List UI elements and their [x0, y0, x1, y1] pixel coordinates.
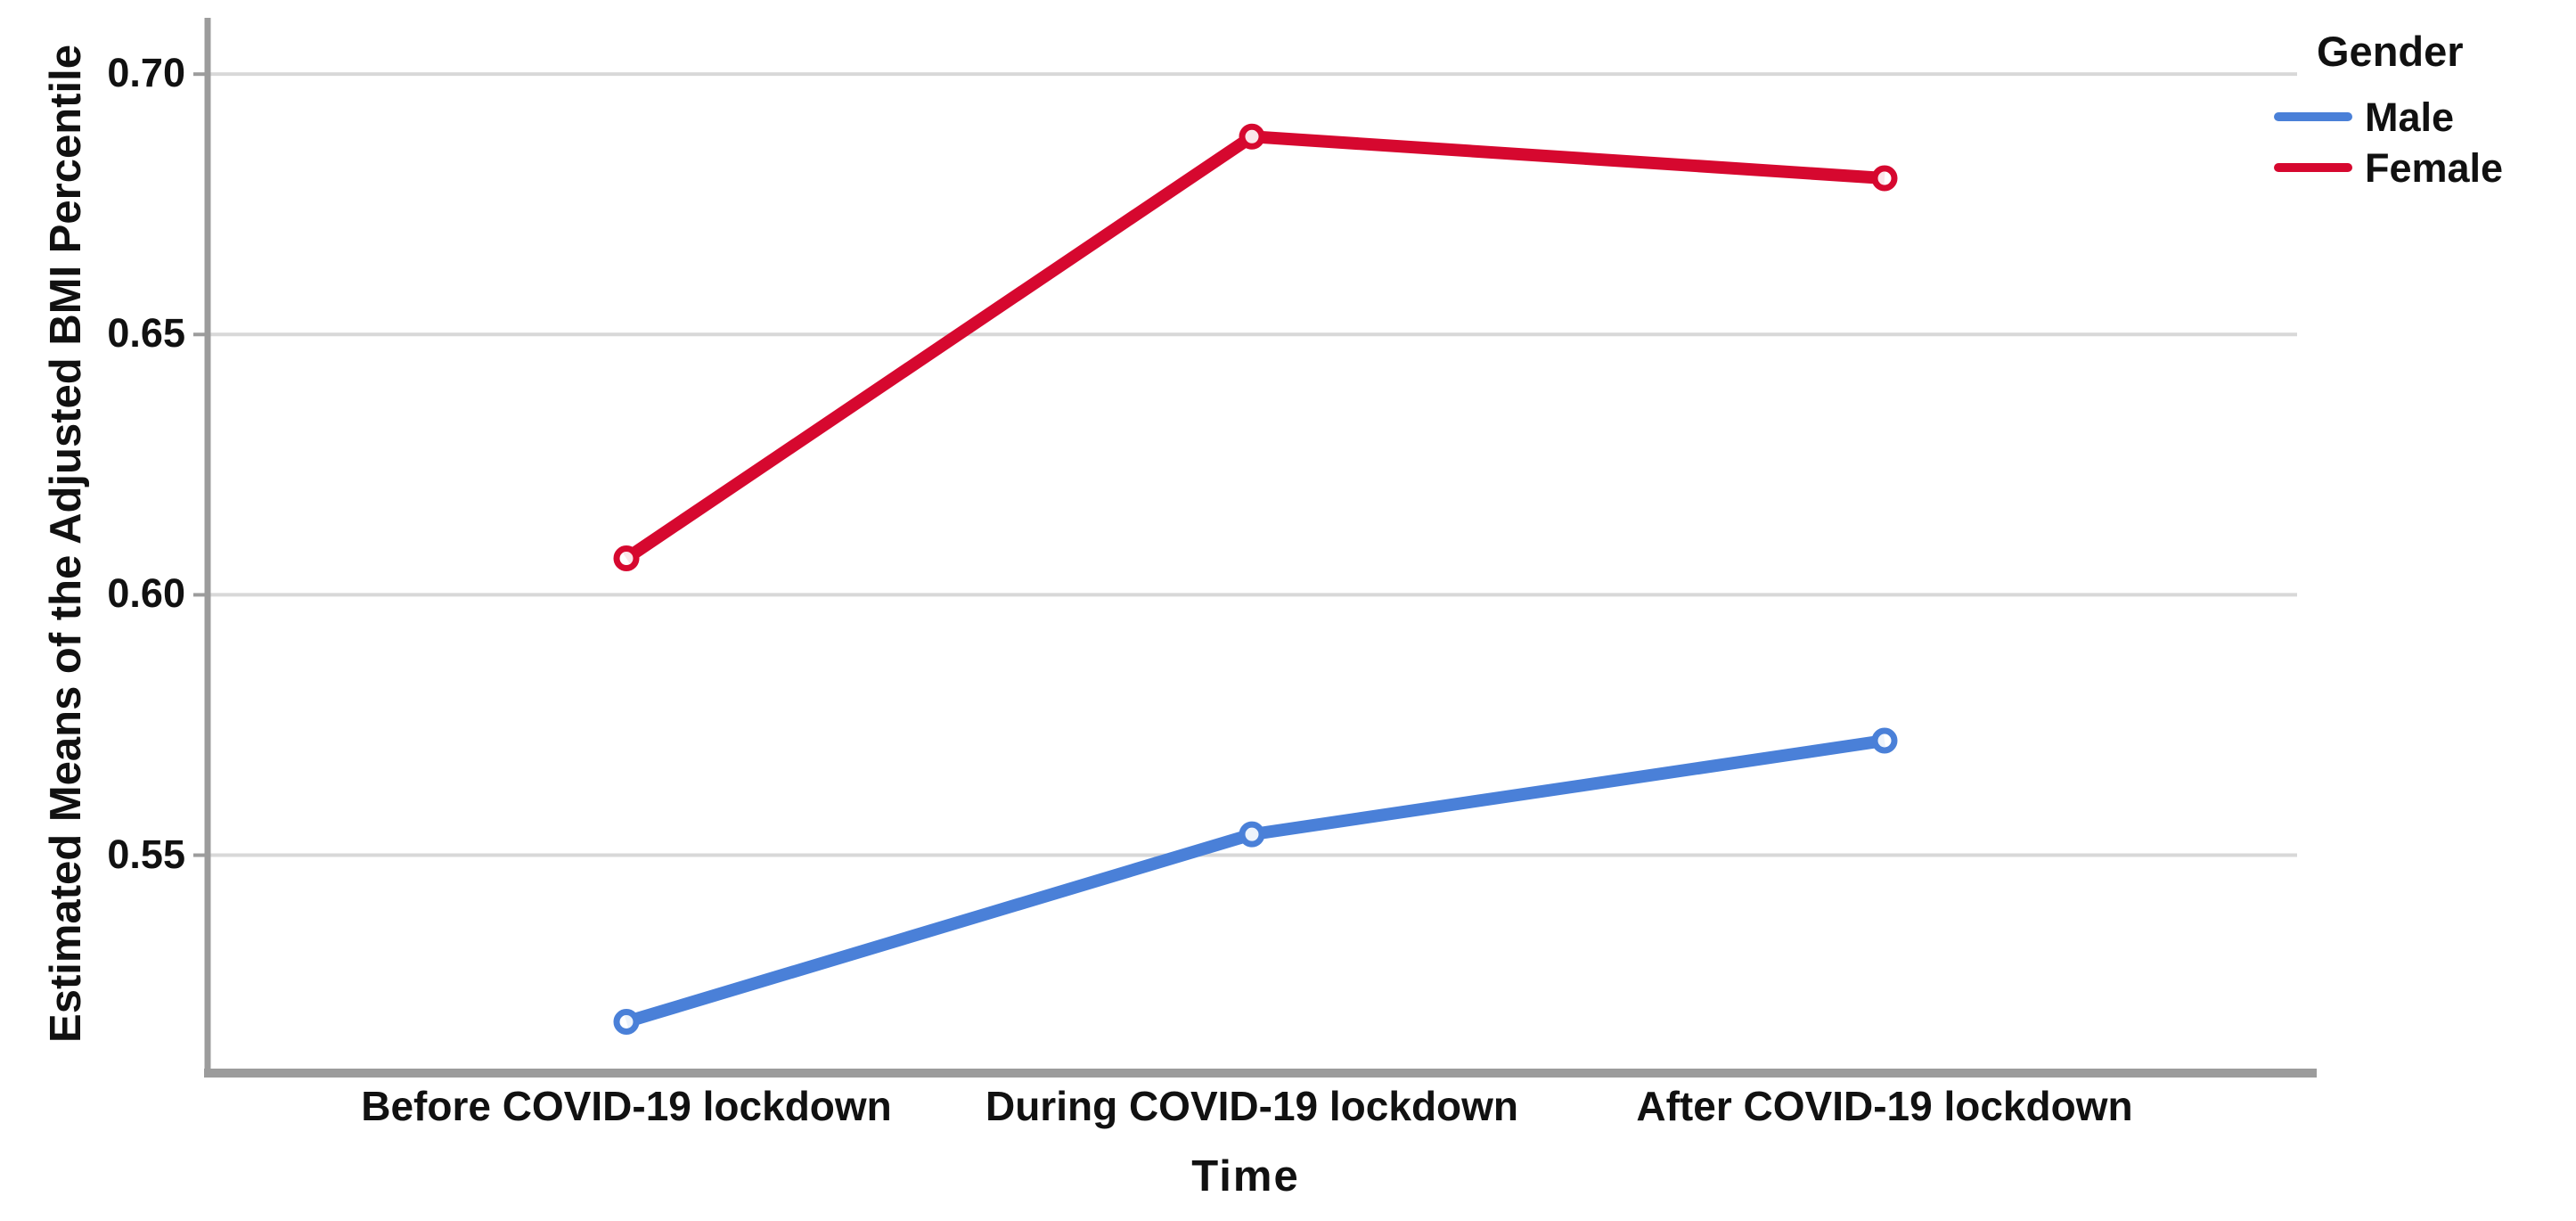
y-axis-title: Estimated Means of the Adjusted BMI Perc…: [42, 45, 90, 1043]
x-tick-label-0: Before COVID-19 lockdown: [361, 1083, 892, 1129]
y-tick-label-0.65: 0.65: [107, 310, 185, 356]
male-data-point-2: [1871, 727, 1898, 754]
legend-entry-male: Male: [2274, 94, 2503, 140]
female-data-point-2: [1871, 165, 1898, 192]
legend-entries: Male Female: [2274, 94, 2504, 191]
female-data-point-1: [1239, 123, 1265, 150]
x-axis-title: Time: [1191, 1152, 1300, 1201]
male-line-swatch: [2274, 112, 2352, 121]
legend-title: Gender: [2317, 28, 2464, 75]
female-series-line: [623, 130, 1885, 564]
male-data-point-0: [613, 1008, 640, 1035]
x-tick-label-1: During COVID-19 lockdown: [985, 1083, 1519, 1129]
legend-entry-female: Female: [2274, 144, 2504, 191]
male-data-point-1: [1239, 821, 1265, 848]
legend: Gender Male Female: [2274, 27, 2503, 199]
legend-label-male: Male: [2365, 94, 2455, 140]
male-series-line: [624, 734, 1886, 1028]
y-tick-label-0.55: 0.55: [107, 831, 185, 877]
y-tick-label-0.70: 0.70: [107, 50, 185, 96]
x-tick-label-2: After COVID-19 lockdown: [1636, 1083, 2133, 1129]
legend-label-female: Female: [2365, 144, 2504, 191]
female-line-swatch: [2274, 163, 2352, 172]
female-data-point-0: [613, 545, 640, 572]
y-tick-label-0.60: 0.60: [107, 570, 185, 617]
